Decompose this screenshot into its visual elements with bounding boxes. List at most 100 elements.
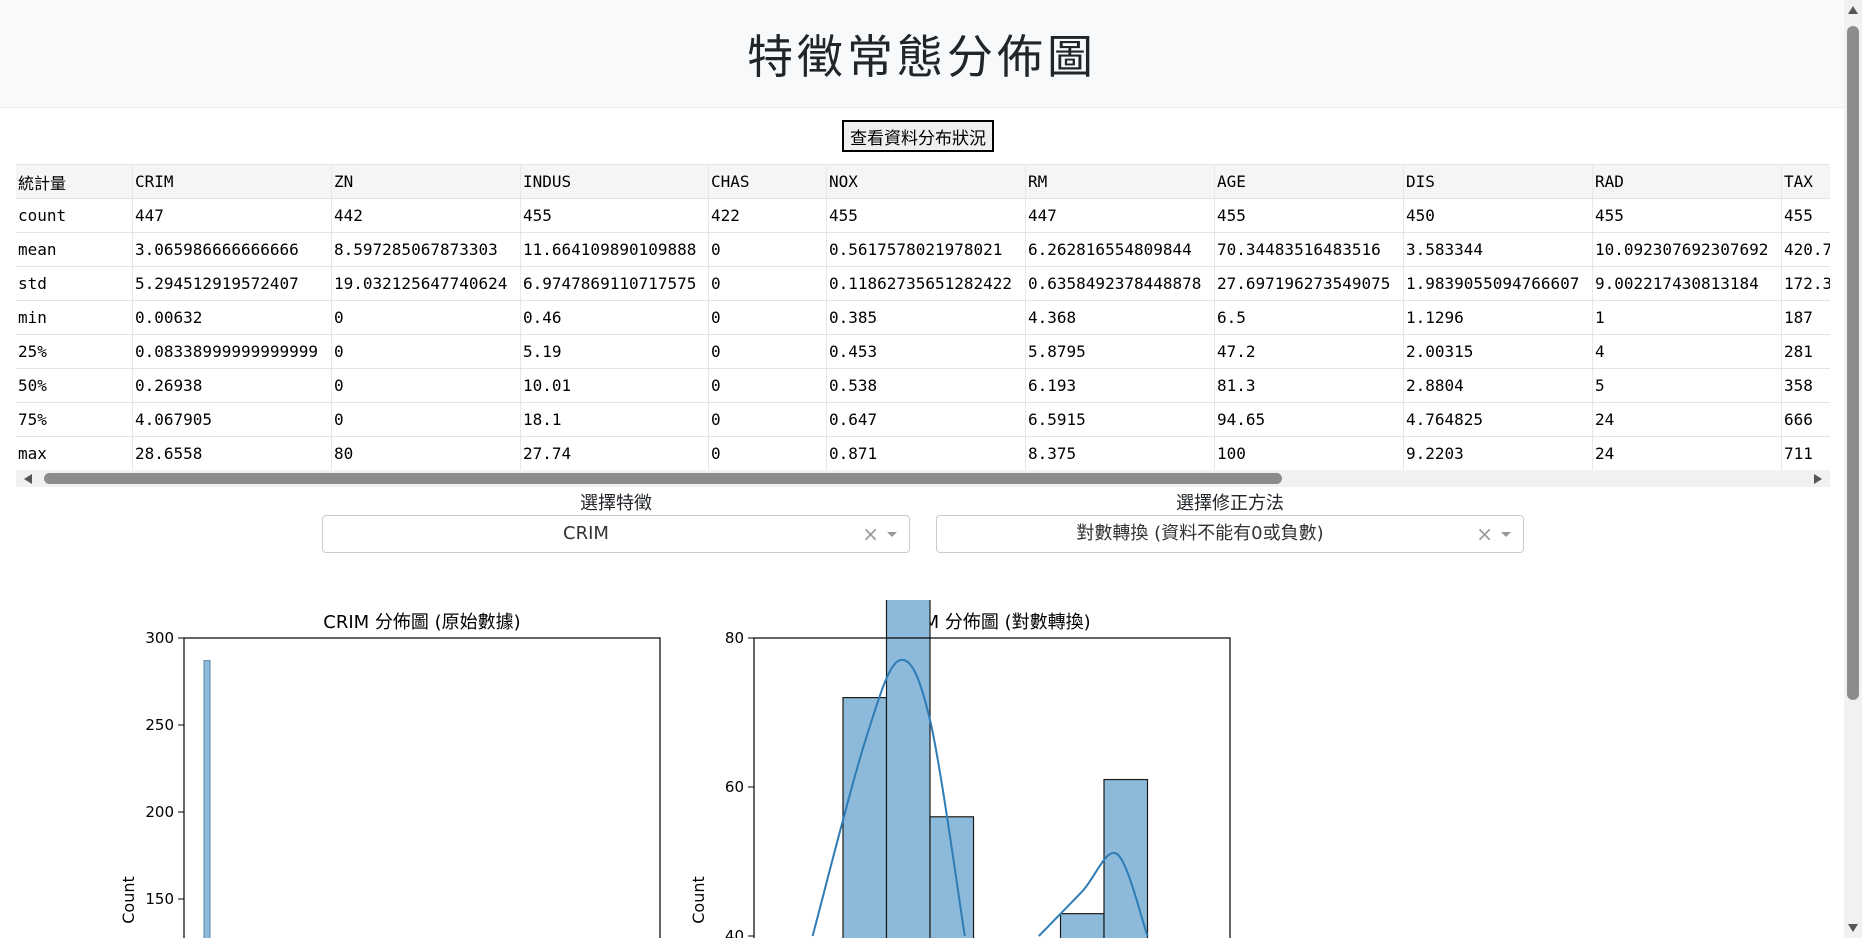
table-cell: 447: [132, 198, 332, 233]
table-cell: 6.5: [1214, 300, 1404, 335]
table-cell: 4.368: [1025, 300, 1215, 335]
y-tick-label: 40: [725, 927, 744, 938]
table-cell: 9.002217430813184: [1592, 266, 1782, 301]
table-cell: 70.34483516483516: [1214, 232, 1404, 267]
table-cell: 455: [1781, 198, 1830, 233]
feature-chevron-down-icon[interactable]: [887, 532, 897, 537]
stats-table: 統計量 CRIM ZN INDUS CHAS NOX RM AGE DIS RAD TAX coun…: [16, 164, 1830, 470]
table-cell: 0.647: [826, 402, 1026, 437]
histogram-bar: [842, 696, 888, 938]
stats-table-container[interactable]: 統計量 CRIM ZN INDUS CHAS NOX RM AGE DIS RAD TAX coun…: [16, 164, 1830, 470]
y-tick-label: 300: [145, 629, 174, 647]
table-cell: 455: [520, 198, 709, 233]
vertical-scroll-thumb[interactable]: [1847, 26, 1859, 700]
feature-select-value: CRIM: [563, 523, 609, 544]
table-cell: 4.764825: [1403, 402, 1593, 437]
table-cell: 281: [1781, 334, 1830, 369]
chart-title: CRIM 分佈圖 (原始數據): [323, 612, 520, 633]
table-cell: 0: [708, 334, 827, 369]
histogram-bar: [885, 600, 931, 938]
table-cell: 100: [1214, 436, 1404, 470]
method-clear-icon[interactable]: ×: [1476, 522, 1493, 546]
column-header-indus: INDUS: [520, 164, 709, 199]
table-cell: 24: [1592, 402, 1782, 437]
table-row: mean 3.065986666666666 8.597285067873303 11…: [16, 232, 1830, 267]
feature-select[interactable]: CRIM ×: [322, 515, 910, 553]
table-row: std 5.294512919572407 19.032125647740624 6.…: [16, 266, 1830, 301]
row-label: count: [16, 198, 133, 233]
table-cell: 6.262816554809844: [1025, 232, 1215, 267]
scroll-up-arrow-icon[interactable]: [1848, 6, 1858, 14]
table-cell: 1.1296: [1403, 300, 1593, 335]
table-cell: 5.19: [520, 334, 709, 369]
scroll-left-arrow-icon[interactable]: [24, 474, 32, 484]
log-distribution-svg: CRIM 分佈圖 (對數轉換) Count 40 60 80: [689, 600, 1231, 938]
table-cell: 0.6358492378448878: [1025, 266, 1215, 301]
table-cell: 4.067905: [132, 402, 332, 437]
page-vertical-scrollbar[interactable]: [1844, 0, 1862, 938]
table-cell: 0.46: [520, 300, 709, 335]
table-cell: 0: [708, 402, 827, 437]
table-cell: 3.065986666666666: [132, 232, 332, 267]
table-cell: 28.6558: [132, 436, 332, 470]
table-cell: 80: [331, 436, 521, 470]
y-axis-label: Count: [689, 876, 708, 924]
y-axis-label: Count: [119, 876, 138, 924]
table-cell: 10.01: [520, 368, 709, 403]
table-cell: 455: [1592, 198, 1782, 233]
table-cell: 0: [331, 402, 521, 437]
table-cell: 81.3: [1214, 368, 1404, 403]
table-cell: 0.385: [826, 300, 1026, 335]
column-header-stat: 統計量: [16, 164, 133, 199]
table-cell: 27.697196273549075: [1214, 266, 1404, 301]
y-tick-label: 250: [145, 716, 174, 734]
table-cell: 1.9839055094766607: [1403, 266, 1593, 301]
table-cell: 358: [1781, 368, 1830, 403]
row-label: mean: [16, 232, 133, 267]
column-header-tax: TAX: [1781, 164, 1830, 199]
table-cell: 0: [708, 436, 827, 470]
method-select[interactable]: 對數轉換 (資料不能有0或負數) ×: [936, 515, 1524, 553]
column-header-dis: DIS: [1403, 164, 1593, 199]
table-header-row: 統計量 CRIM ZN INDUS CHAS NOX RM AGE DIS RAD TAX: [16, 164, 1830, 199]
table-cell: 0: [331, 334, 521, 369]
table-cell: 0: [331, 368, 521, 403]
raw-distribution-svg: CRIM 分佈圖 (原始數據) Count 150 200 250 300: [119, 612, 661, 938]
table-cell: 5.8795: [1025, 334, 1215, 369]
table-row: 75% 4.067905 0 18.1 0 0.647 6.5915 94.65 4.76482…: [16, 402, 1830, 437]
table-cell: 6.5915: [1025, 402, 1215, 437]
row-label: 75%: [16, 402, 133, 437]
scroll-down-arrow-icon[interactable]: [1848, 924, 1858, 932]
table-row: 50% 0.26938 0 10.01 0 0.538 6.193 81.3 2.8804 5 35…: [16, 368, 1830, 403]
table-horizontal-scrollbar[interactable]: [16, 470, 1830, 487]
feature-clear-icon[interactable]: ×: [862, 522, 879, 546]
y-tick-label: 150: [145, 890, 174, 908]
table-row: count 447 442 455 422 455 447 455 450 455 455: [16, 198, 1830, 233]
table-cell: 187: [1781, 300, 1830, 335]
table-cell: 0.11862735651282422: [826, 266, 1026, 301]
histogram-bar: [203, 660, 211, 938]
scroll-thumb[interactable]: [44, 473, 1282, 484]
table-cell: 1: [1592, 300, 1782, 335]
table-cell: 94.65: [1214, 402, 1404, 437]
table-cell: 711: [1781, 436, 1830, 470]
column-header-crim: CRIM: [132, 164, 332, 199]
table-cell: 18.1: [520, 402, 709, 437]
table-cell: 2.00315: [1403, 334, 1593, 369]
table-cell: 420.778021: [1781, 232, 1830, 267]
page-title: 特徵常態分佈圖: [747, 29, 1097, 84]
table-cell: 47.2: [1214, 334, 1404, 369]
table-cell: 5.294512919572407: [132, 266, 332, 301]
table-cell: 11.664109890109888: [520, 232, 709, 267]
method-chevron-down-icon[interactable]: [1501, 532, 1511, 537]
method-select-value: 對數轉換 (資料不能有0或負數): [1076, 523, 1324, 544]
y-tick-label: 60: [725, 778, 744, 796]
table-cell: 24: [1592, 436, 1782, 470]
plot-frame: [183, 637, 661, 938]
view-distribution-button[interactable]: 查看資料分布狀況: [842, 120, 994, 152]
row-label: 25%: [16, 334, 133, 369]
table-row: min 0.00632 0 0.46 0 0.385 4.368 6.5 1.1296 1 187: [16, 300, 1830, 335]
kde-curve: [1038, 851, 1149, 937]
scroll-right-arrow-icon[interactable]: [1814, 474, 1822, 484]
table-cell: 455: [826, 198, 1026, 233]
